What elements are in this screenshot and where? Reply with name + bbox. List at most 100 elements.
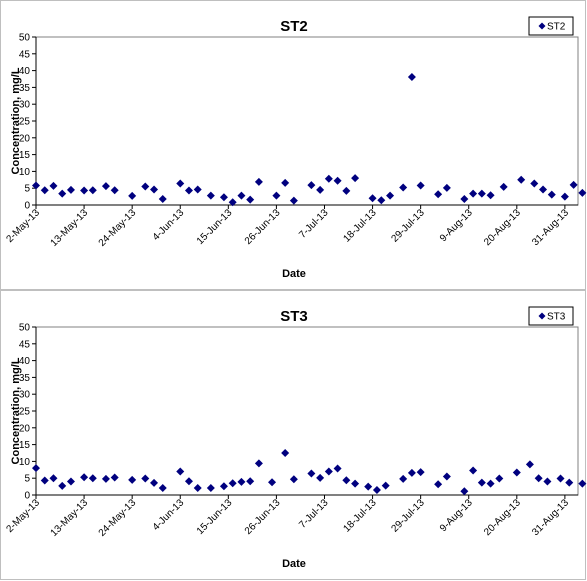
x-axis-title: Date: [282, 268, 306, 280]
x-tick-label: 7-Jul-13: [297, 497, 331, 531]
data-point: [342, 186, 351, 195]
y-tick-label: 10: [19, 167, 31, 178]
data-point: [486, 191, 495, 200]
data-point: [246, 195, 255, 204]
data-point: [206, 191, 215, 200]
data-point: [486, 479, 495, 488]
data-point: [324, 174, 333, 183]
legend-box: [528, 306, 574, 326]
x-tick-label: 24-May-13: [97, 207, 139, 249]
data-point: [88, 474, 97, 483]
chart-panel-st2: ST2 0 5 10 15 20 25 30 35 40 45 50 2-May-13 13-May-13…: [0, 0, 587, 290]
y-tick-label: 15: [19, 440, 31, 451]
data-point: [80, 186, 89, 195]
data-point: [110, 473, 119, 482]
x-tick-label: 13-May-13: [49, 497, 91, 539]
chart-st2: ST2 0 5 10 15 20 25 30 35 40 45 50 2-May-13 13-May-13…: [4, 16, 587, 280]
y-tick-label: 25: [19, 407, 31, 418]
data-point: [539, 185, 548, 194]
x-tick-label: 18-Jul-13: [341, 207, 379, 245]
data-point: [110, 186, 119, 195]
chart-title: ST3: [280, 308, 308, 325]
chart-title: ST2: [280, 18, 308, 35]
data-point: [368, 194, 377, 203]
data-point: [469, 189, 478, 198]
data-point: [578, 188, 587, 197]
data-point: [49, 181, 58, 190]
x-tick-label: 18-Jul-13: [341, 497, 379, 535]
data-point: [158, 483, 167, 492]
data-point: [281, 449, 290, 457]
data-point: [184, 477, 193, 486]
data-point: [381, 481, 390, 490]
data-point: [237, 477, 246, 486]
y-axis-title: Concentration, mg/L: [10, 67, 22, 174]
data-point: [386, 191, 395, 200]
x-axis-title: Date: [282, 558, 306, 570]
data-point: [495, 474, 504, 483]
data-point: [364, 482, 373, 491]
data-point: [219, 482, 228, 491]
data-point: [434, 190, 443, 199]
x-tick-label: 20-Aug-13: [482, 497, 523, 538]
data-point: [560, 192, 569, 201]
data-point: [32, 181, 40, 190]
data-point: [434, 480, 443, 489]
legend: ST3: [528, 306, 574, 326]
data-point: [556, 474, 565, 483]
legend-label: ST3: [547, 312, 566, 323]
y-tick-label: 45: [19, 49, 31, 60]
data-point: [141, 182, 150, 191]
data-point: [469, 466, 478, 475]
data-point: [477, 478, 486, 487]
data-point: [399, 474, 408, 483]
data-point: [281, 178, 290, 187]
data-point: [530, 179, 539, 188]
data-point: [176, 179, 185, 188]
x-tick-label: 31-Aug-13: [530, 207, 571, 248]
x-tick-label: 9-Aug-13: [438, 497, 475, 534]
data-point: [150, 478, 159, 487]
data-point: [407, 72, 416, 81]
data-point: [193, 185, 202, 194]
data-point: [101, 182, 110, 191]
data-point: [307, 469, 316, 478]
data-point: [49, 474, 58, 483]
data-point: [547, 190, 556, 199]
legend-label: ST2: [547, 22, 566, 33]
y-tick-label: 35: [19, 83, 31, 94]
data-point: [289, 196, 298, 205]
data-point: [158, 194, 167, 203]
data-point: [442, 183, 451, 192]
data-point: [307, 181, 316, 190]
x-tick-label: 26-Jun-13: [243, 497, 283, 537]
data-point: [246, 477, 255, 486]
data-point: [80, 473, 89, 482]
y-tick-label: 30: [19, 100, 31, 111]
data-point: [372, 485, 381, 494]
legend-marker: [538, 312, 546, 320]
y-axis-title: Concentration, mg/L: [10, 357, 22, 464]
x-tick-label: 29-Jul-13: [389, 497, 427, 535]
y-tick-label: 35: [19, 373, 31, 384]
x-tick-label: 26-Jun-13: [243, 207, 283, 247]
data-point: [228, 198, 237, 207]
y-tick-label: 50: [19, 33, 31, 44]
x-tick-label: 9-Aug-13: [438, 207, 475, 244]
x-tick-label: 15-Jun-13: [195, 497, 235, 537]
y-tick-label: 0: [24, 201, 30, 212]
data-point: [416, 468, 425, 477]
data-point: [272, 191, 281, 200]
plot-area: [35, 36, 579, 206]
y-tick-label: 50: [19, 323, 31, 334]
data-point: [254, 177, 263, 186]
data-point: [534, 474, 543, 483]
y-tick-label: 5: [24, 474, 30, 485]
data-point: [324, 467, 333, 476]
data-point: [460, 194, 469, 203]
data-point: [442, 472, 451, 481]
data-point: [237, 191, 246, 200]
data-point: [289, 475, 298, 484]
y-tick-label: 25: [19, 117, 31, 128]
data-point: [399, 183, 408, 192]
